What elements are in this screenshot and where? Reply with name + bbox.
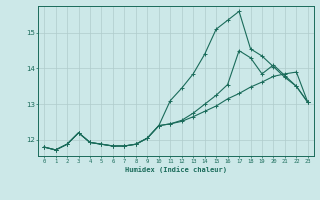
X-axis label: Humidex (Indice chaleur): Humidex (Indice chaleur) [125, 166, 227, 173]
